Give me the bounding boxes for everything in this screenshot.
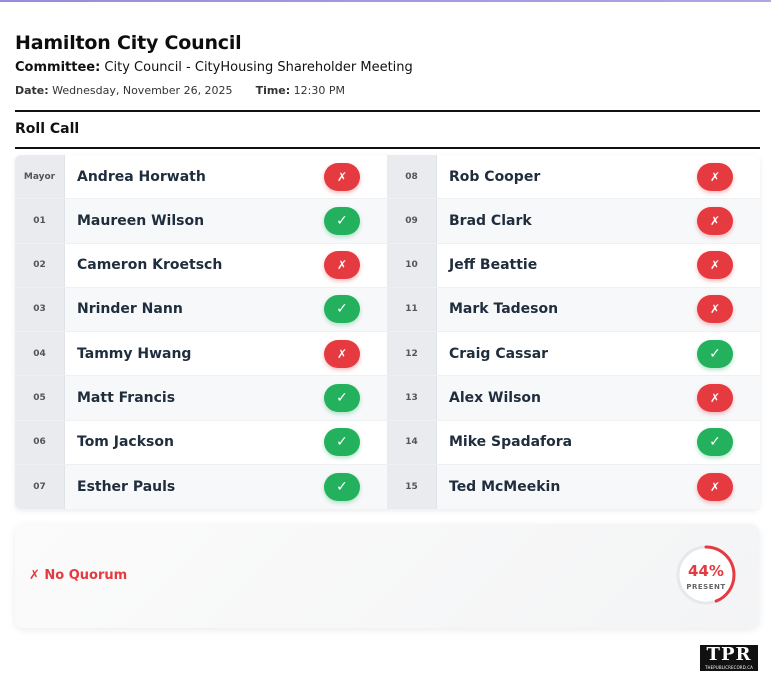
attendance-gauge <box>676 545 736 605</box>
seat-number: 05 <box>15 376 65 420</box>
seat-number: 14 <box>387 420 437 464</box>
member-row: 14 Mike Spadafora ✓ <box>387 420 760 465</box>
divider <box>15 110 760 112</box>
time-label: Time: <box>255 84 291 97</box>
roll-call-grid: Mayor Andrea Horwath ✗ 01 Maureen Wilson ✓ 02 C… <box>15 155 760 509</box>
member-row: 13 Alex Wilson ✗ <box>387 376 760 421</box>
seat-number: 02 <box>15 243 65 287</box>
date-value: Wednesday, November 26, 2025 <box>52 84 233 97</box>
logo-text: TPR <box>706 644 752 665</box>
member-row: 04 Tammy Hwang ✗ <box>15 332 387 377</box>
roll-call-column-left: Mayor Andrea Horwath ✗ 01 Maureen Wilson ✓ 02 C… <box>15 155 387 509</box>
seat-number: 11 <box>387 287 437 331</box>
present-check-icon: ✓ <box>324 206 360 235</box>
meeting-header: Hamilton City Council Committee: City Co… <box>15 32 760 97</box>
member-name: Cameron Kroetsch <box>77 257 223 274</box>
member-row: Mayor Andrea Horwath ✗ <box>15 155 387 200</box>
member-row: 03 Nrinder Nann ✓ <box>15 287 387 332</box>
member-row: 07 Esther Pauls ✓ <box>15 464 387 509</box>
member-row: 09 Brad Clark ✗ <box>387 199 760 244</box>
member-row: 08 Rob Cooper ✗ <box>387 155 760 200</box>
seat-number: 06 <box>15 420 65 464</box>
meeting-meta: Date: Wednesday, November 26, 2025 Time:… <box>15 84 760 97</box>
absent-x-icon: ✗ <box>697 295 733 324</box>
present-check-icon: ✓ <box>324 383 360 412</box>
page-title: Hamilton City Council <box>15 32 242 54</box>
section-title: Roll Call <box>15 121 80 137</box>
seat-number: 01 <box>15 199 65 243</box>
member-name: Matt Francis <box>77 389 176 406</box>
member-name: Ted McMeekin <box>449 478 561 495</box>
absent-x-icon: ✗ <box>697 472 733 501</box>
member-row: 12 Craig Cassar ✓ <box>387 332 760 377</box>
seat-number: 12 <box>387 332 437 376</box>
member-name: Mike Spadafora <box>449 434 573 451</box>
tpr-logo: TPR THEPUBLICRECORD.CA <box>700 645 758 671</box>
seat-number: 08 <box>387 155 437 199</box>
committee-line: Committee: City Council - CityHousing Sh… <box>15 60 760 75</box>
member-name: Mark Tadeson <box>449 301 559 318</box>
committee-label: Committee: <box>15 60 101 75</box>
member-name: Tammy Hwang <box>77 345 192 362</box>
date-label: Date: <box>15 84 49 97</box>
seat-number: Mayor <box>15 155 65 199</box>
attendance-percent: 44% <box>688 562 724 580</box>
absent-x-icon: ✗ <box>697 162 733 191</box>
member-name: Andrea Horwath <box>77 168 206 185</box>
seat-number: 07 <box>15 464 65 509</box>
member-row: 06 Tom Jackson ✓ <box>15 420 387 465</box>
committee-value: City Council - CityHousing Shareholder M… <box>104 60 413 75</box>
absent-x-icon: ✗ <box>697 206 733 235</box>
time-value: 12:30 PM <box>293 84 345 97</box>
present-check-icon: ✓ <box>324 295 360 324</box>
present-check-icon: ✓ <box>697 339 733 368</box>
member-name: Rob Cooper <box>449 168 541 185</box>
member-name: Nrinder Nann <box>77 301 183 318</box>
present-check-icon: ✓ <box>324 428 360 457</box>
present-check-icon: ✓ <box>324 472 360 501</box>
seat-number: 04 <box>15 332 65 376</box>
member-name: Brad Clark <box>449 212 532 229</box>
top-accent-line <box>0 0 771 2</box>
member-row: 10 Jeff Beattie ✗ <box>387 243 760 288</box>
member-name: Alex Wilson <box>449 389 541 406</box>
member-name: Tom Jackson <box>77 434 174 451</box>
member-name: Craig Cassar <box>449 345 549 362</box>
member-name: Maureen Wilson <box>77 212 205 229</box>
absent-x-icon: ✗ <box>324 162 360 191</box>
seat-number: 03 <box>15 287 65 331</box>
member-row: 02 Cameron Kroetsch ✗ <box>15 243 387 288</box>
member-row: 15 Ted McMeekin ✗ <box>387 464 760 509</box>
roll-call-column-right: 08 Rob Cooper ✗ 09 Brad Clark ✗ 10 Jeff Beattie… <box>387 155 760 509</box>
member-row: 05 Matt Francis ✓ <box>15 376 387 421</box>
seat-number: 13 <box>387 376 437 420</box>
member-row: 11 Mark Tadeson ✗ <box>387 287 760 332</box>
seat-number: 15 <box>387 464 437 509</box>
logo-subtext: THEPUBLICRECORD.CA <box>705 665 753 670</box>
member-row: 01 Maureen Wilson ✓ <box>15 199 387 244</box>
quorum-status: ✗ No Quorum <box>29 568 128 583</box>
gauge-fill <box>676 545 736 605</box>
present-check-icon: ✓ <box>697 428 733 457</box>
attendance-percent-label: PRESENT <box>686 583 726 591</box>
absent-x-icon: ✗ <box>324 339 360 368</box>
absent-x-icon: ✗ <box>697 383 733 412</box>
divider <box>15 147 760 149</box>
absent-x-icon: ✗ <box>697 251 733 280</box>
member-name: Esther Pauls <box>77 478 176 495</box>
absent-x-icon: ✗ <box>324 251 360 280</box>
member-name: Jeff Beattie <box>449 257 538 274</box>
seat-number: 10 <box>387 243 437 287</box>
quorum-summary-card: ✗ No Quorum 44% PRESENT <box>15 524 759 628</box>
seat-number: 09 <box>387 199 437 243</box>
